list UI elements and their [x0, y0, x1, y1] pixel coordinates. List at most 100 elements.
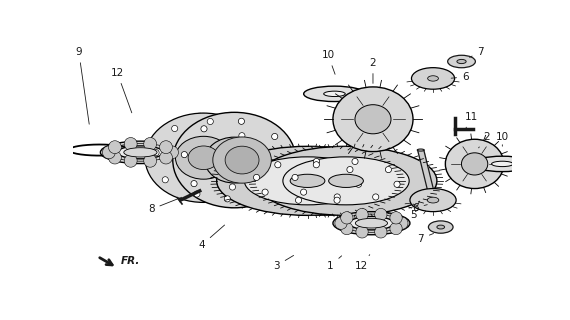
Circle shape	[160, 141, 172, 154]
Circle shape	[356, 181, 361, 187]
Circle shape	[144, 138, 157, 150]
Circle shape	[347, 166, 353, 173]
Circle shape	[396, 217, 408, 229]
Circle shape	[352, 158, 358, 164]
Circle shape	[373, 194, 379, 200]
Circle shape	[207, 118, 213, 124]
Ellipse shape	[445, 139, 504, 188]
Ellipse shape	[333, 212, 410, 235]
Text: 12: 12	[355, 255, 370, 270]
Ellipse shape	[245, 157, 370, 205]
Circle shape	[201, 126, 207, 132]
Circle shape	[374, 226, 387, 238]
Text: 5: 5	[410, 201, 420, 220]
Circle shape	[282, 163, 287, 169]
Circle shape	[385, 166, 392, 173]
Circle shape	[248, 160, 254, 166]
Circle shape	[224, 196, 230, 202]
Ellipse shape	[205, 137, 264, 183]
Ellipse shape	[417, 149, 424, 151]
Circle shape	[390, 222, 402, 235]
Ellipse shape	[324, 91, 345, 97]
Circle shape	[295, 197, 302, 203]
Ellipse shape	[410, 188, 456, 212]
Text: 11: 11	[465, 112, 478, 129]
Circle shape	[162, 177, 168, 183]
Circle shape	[390, 212, 402, 224]
Ellipse shape	[491, 161, 513, 167]
Text: 4: 4	[199, 225, 225, 250]
Ellipse shape	[329, 174, 364, 188]
Ellipse shape	[428, 197, 439, 203]
Ellipse shape	[429, 221, 453, 233]
Text: 8: 8	[148, 197, 182, 214]
Ellipse shape	[290, 174, 325, 188]
Circle shape	[181, 152, 188, 158]
Ellipse shape	[145, 113, 262, 203]
Circle shape	[144, 154, 157, 167]
Ellipse shape	[225, 146, 259, 174]
Text: 9: 9	[75, 47, 89, 124]
Ellipse shape	[117, 146, 164, 159]
Ellipse shape	[457, 60, 466, 64]
Text: 10: 10	[321, 50, 335, 74]
Circle shape	[341, 222, 353, 235]
Ellipse shape	[218, 148, 251, 173]
Circle shape	[254, 174, 259, 180]
Ellipse shape	[173, 112, 296, 208]
Ellipse shape	[304, 86, 365, 101]
Circle shape	[374, 208, 387, 221]
Ellipse shape	[333, 87, 413, 152]
Ellipse shape	[188, 146, 219, 170]
Ellipse shape	[245, 157, 370, 205]
Ellipse shape	[355, 105, 391, 134]
Text: 6: 6	[412, 203, 428, 213]
Circle shape	[292, 174, 298, 180]
Circle shape	[165, 146, 178, 159]
Circle shape	[124, 154, 137, 167]
Ellipse shape	[176, 136, 231, 179]
Circle shape	[314, 158, 320, 164]
Ellipse shape	[462, 153, 488, 175]
Circle shape	[172, 125, 178, 132]
Circle shape	[239, 132, 245, 139]
Circle shape	[262, 188, 268, 195]
Circle shape	[191, 180, 197, 187]
Circle shape	[335, 217, 347, 229]
Circle shape	[153, 149, 159, 156]
Text: 7: 7	[470, 47, 484, 57]
Circle shape	[314, 162, 319, 168]
Circle shape	[394, 181, 400, 187]
Circle shape	[275, 162, 281, 168]
Polygon shape	[418, 150, 436, 200]
Text: 7: 7	[417, 234, 434, 244]
Ellipse shape	[124, 148, 157, 157]
Circle shape	[229, 184, 235, 190]
Ellipse shape	[100, 141, 181, 164]
Ellipse shape	[412, 68, 455, 89]
Circle shape	[341, 212, 353, 224]
Circle shape	[238, 118, 245, 124]
Text: 2: 2	[370, 58, 376, 84]
Text: 2: 2	[479, 132, 490, 148]
Text: 3: 3	[274, 255, 294, 270]
Circle shape	[160, 151, 172, 164]
Ellipse shape	[471, 156, 533, 172]
Ellipse shape	[217, 146, 398, 215]
Circle shape	[272, 133, 278, 140]
Ellipse shape	[447, 55, 475, 68]
Circle shape	[108, 141, 121, 154]
Circle shape	[124, 138, 137, 150]
Ellipse shape	[213, 137, 271, 183]
Ellipse shape	[428, 76, 438, 81]
Text: 1: 1	[327, 256, 341, 270]
Circle shape	[334, 194, 340, 200]
Ellipse shape	[255, 146, 437, 215]
Ellipse shape	[430, 199, 437, 201]
Ellipse shape	[355, 218, 388, 228]
Circle shape	[262, 189, 268, 195]
Ellipse shape	[283, 157, 409, 205]
Ellipse shape	[283, 157, 409, 205]
Circle shape	[334, 197, 340, 203]
Circle shape	[103, 146, 115, 159]
